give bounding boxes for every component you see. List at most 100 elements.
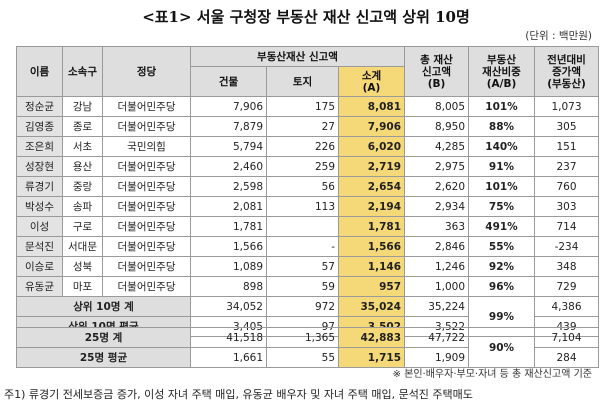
cell-building: 898 [190, 276, 267, 297]
all-total-change: 7,104 [534, 327, 600, 348]
cell-building: 1,089 [190, 256, 267, 277]
cell-change: 1,073 [534, 96, 599, 117]
cell-district: 구로 [62, 216, 103, 237]
cell-total: 2,846 [404, 236, 469, 257]
cell-district: 용산 [62, 156, 103, 177]
cell-ratio: 101% [468, 96, 535, 117]
cell-name: 정순균 [16, 96, 63, 117]
table-row: 성장현 용산 더불어민주당 2,460 259 2,719 2,975 91% … [16, 156, 599, 177]
cell-subtotal: 7,906 [338, 116, 405, 137]
cell-subtotal: 2,654 [338, 176, 405, 197]
cell-land: 226 [266, 136, 339, 157]
table-row: 박성수 송파 더불어민주당 2,081 113 2,194 2,934 75% … [16, 196, 599, 217]
cell-name: 유동균 [16, 276, 63, 297]
table-title: <표1> 서울 구청장 부동산 재산 신고액 상위 10명 [142, 8, 470, 26]
top10-total-building: 34,052 [190, 296, 267, 317]
cell-building: 2,460 [190, 156, 267, 177]
top10-total-subtotal: 35,024 [338, 296, 405, 317]
cell-land: 56 [266, 176, 339, 197]
all-total-total: 47,722 [404, 327, 470, 348]
cell-name: 이성 [16, 216, 63, 237]
table-row: 이성 구로 더불어민주당 1,781 1,781 363 491% 714 [16, 216, 599, 237]
cell-ratio: 101% [468, 176, 535, 197]
header-realestate-group: 부동산재산 신고액 [190, 46, 405, 67]
cell-building: 5,794 [190, 136, 267, 157]
all-total-building: 41,518 [190, 327, 268, 348]
cell-total: 1,246 [404, 256, 469, 277]
cell-name: 이승로 [16, 256, 63, 277]
cell-name: 김영종 [16, 116, 63, 137]
cell-total: 1,000 [404, 276, 469, 297]
all-avg-building: 1,661 [190, 347, 268, 368]
table-row: 문석진 서대문 더불어민주당 1,566 - 1,566 2,846 55% -… [16, 236, 599, 257]
cell-building: 7,879 [190, 116, 267, 137]
header-subtotal-line1: 소계 [361, 69, 382, 82]
cell-district: 서대문 [62, 236, 103, 257]
unit-label: (단위 : 백만원) [525, 30, 592, 42]
top10-total-land: 972 [266, 296, 339, 317]
header-total-assets-line3: (B) [427, 77, 446, 90]
cell-ratio: 491% [468, 216, 535, 237]
cell-district: 중랑 [62, 176, 103, 197]
cell-party: 더불어민주당 [102, 96, 191, 117]
header-district: 소속구 [62, 46, 103, 97]
cell-party: 더불어민주당 [102, 116, 191, 137]
note-star: ※ 본인·배우자·부모·자녀 등 총 재산신고액 기준 [392, 369, 592, 380]
all-total-row: 25명 계 41,518 1,365 42,883 47,722 90% 7,1… [15, 327, 600, 368]
cell-ratio: 75% [468, 196, 535, 217]
header-change-line2: 증가액 [552, 65, 581, 78]
cell-district: 종로 [62, 116, 103, 137]
cell-land: 27 [266, 116, 339, 137]
cell-land: 259 [266, 156, 339, 177]
cell-name: 류경기 [16, 176, 63, 197]
cell-land: - [266, 236, 339, 257]
header-ratio-line3: (A/B) [486, 77, 517, 90]
cell-building: 2,598 [190, 176, 267, 197]
cell-district: 성북 [62, 256, 103, 277]
all-avg-label: 25명 평균 [15, 347, 192, 368]
cell-building: 2,081 [190, 196, 267, 217]
top10-total-change: 4,386 [534, 296, 599, 317]
cell-subtotal: 957 [338, 276, 405, 297]
header-ratio: 부동산 재산비중 (A/B) [468, 46, 535, 97]
all-total-subtotal: 42,883 [338, 327, 406, 348]
cell-party: 더불어민주당 [102, 236, 191, 257]
cell-ratio: 55% [468, 236, 535, 257]
cell-name: 박성수 [16, 196, 63, 217]
cell-district: 서초 [62, 136, 103, 157]
cell-district: 마포 [62, 276, 103, 297]
cell-building: 7,906 [190, 96, 267, 117]
cell-land [266, 216, 339, 237]
cell-subtotal: 1,566 [338, 236, 405, 257]
all-total-label: 25명 계 [15, 327, 192, 348]
cell-party: 더불어민주당 [102, 256, 191, 277]
cell-subtotal: 2,719 [338, 156, 405, 177]
header-total-assets-line1: 총 재산 [420, 53, 453, 66]
footnote-1: 주1) 류경기 전세보증금 증가, 이성 자녀 주택 매입, 유동균 배우자 및… [4, 388, 473, 401]
cell-total: 363 [404, 216, 469, 237]
header-total-assets: 총 재산 신고액 (B) [404, 46, 469, 97]
all-avg-subtotal: 1,715 [338, 347, 406, 368]
realestate-table: 이름 소속구 정당 부동산재산 신고액 총 재산 신고액 (B) 부동산 재산비… [16, 46, 599, 337]
cell-party: 더불어민주당 [102, 276, 191, 297]
cell-change: 305 [534, 116, 599, 137]
cell-subtotal: 8,081 [338, 96, 405, 117]
all-districts-table: 25명 계 41,518 1,365 42,883 47,722 90% 7,1… [15, 327, 600, 368]
cell-subtotal: 2,194 [338, 196, 405, 217]
header-change-line3: (부동산) [547, 77, 586, 90]
cell-subtotal: 1,146 [338, 256, 405, 277]
cell-total: 2,620 [404, 176, 469, 197]
cell-ratio: 92% [468, 256, 535, 277]
table-row: 이승로 성북 더불어민주당 1,089 57 1,146 1,246 92% 3… [16, 256, 599, 277]
cell-change: 714 [534, 216, 599, 237]
cell-party: 더불어민주당 [102, 156, 191, 177]
cell-ratio: 91% [468, 156, 535, 177]
cell-building: 1,566 [190, 236, 267, 257]
cell-name: 성장현 [16, 156, 63, 177]
table-row: 정순균 강남 더불어민주당 7,906 175 8,081 8,005 101%… [16, 96, 599, 117]
header-total-assets-line2: 신고액 [422, 65, 451, 78]
cell-change: 760 [534, 176, 599, 197]
cell-land: 113 [266, 196, 339, 217]
cell-ratio: 88% [468, 116, 535, 137]
cell-ratio: 96% [468, 276, 535, 297]
